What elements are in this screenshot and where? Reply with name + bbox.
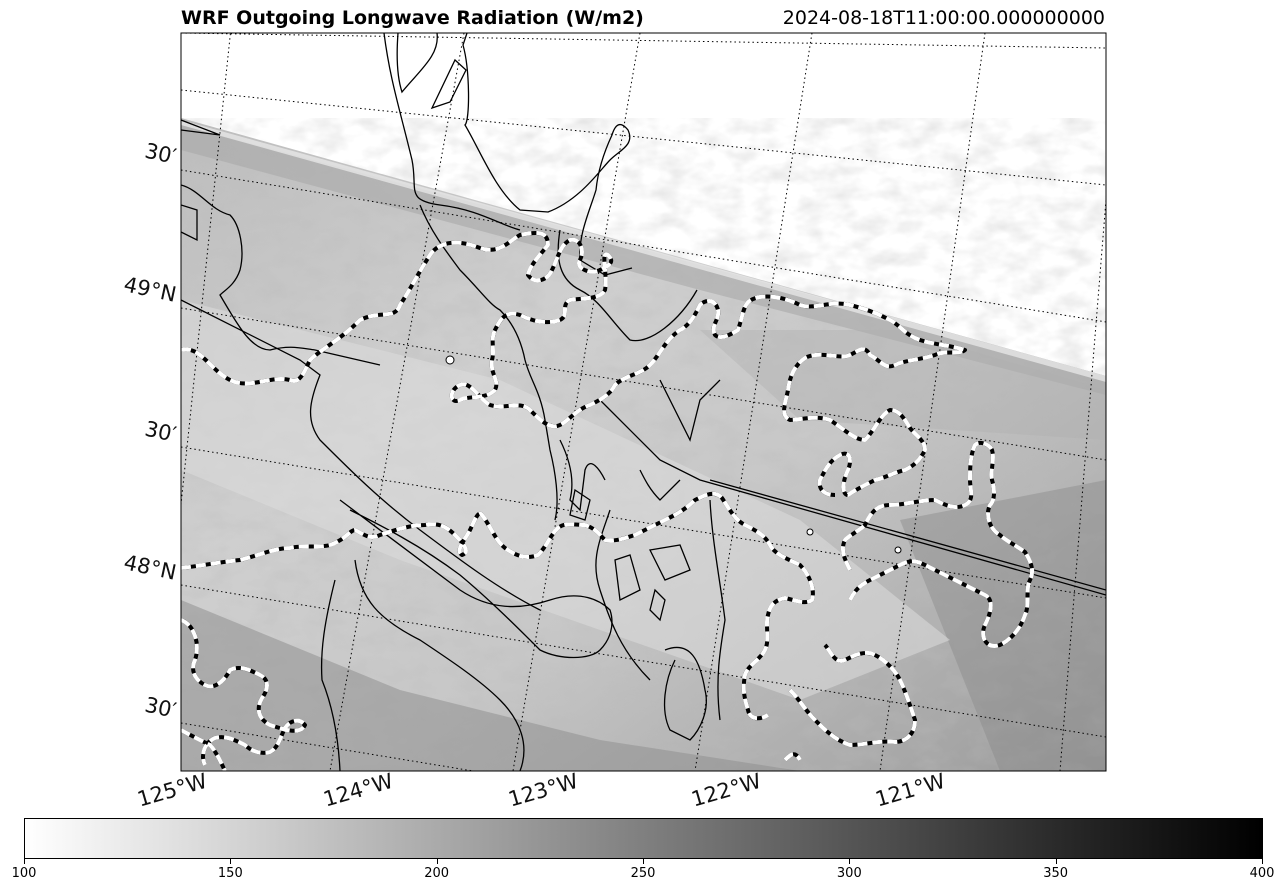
map-frame bbox=[180, 32, 1107, 772]
colorbar bbox=[24, 818, 1263, 859]
colorbar-tick-label: 300 bbox=[836, 866, 862, 881]
contours bbox=[181, 230, 1035, 771]
colorbar-tick bbox=[1055, 859, 1057, 864]
colorbar-tick bbox=[849, 859, 851, 864]
colorbar-tick bbox=[24, 859, 25, 864]
coastlines bbox=[181, 33, 1106, 771]
map-timestamp: 2024-08-18T11:00:00.000000000 bbox=[782, 7, 1105, 29]
colorbar-tick bbox=[643, 859, 644, 864]
graticule bbox=[181, 33, 1106, 771]
colorbar-tick bbox=[436, 859, 438, 864]
olr-field bbox=[181, 33, 1106, 771]
colorbar-tick-label: 350 bbox=[1043, 866, 1069, 881]
colorbar-tick-label: 200 bbox=[424, 866, 450, 881]
map-title: WRF Outgoing Longwave Radiation (W/m2) bbox=[181, 7, 644, 29]
colorbar-tick bbox=[230, 859, 232, 864]
colorbar-tick-label: 100 bbox=[11, 866, 37, 881]
colorbar-tick-label: 400 bbox=[1249, 866, 1275, 881]
colorbar-tick-label: 150 bbox=[217, 866, 243, 881]
colorbar-tick bbox=[1262, 859, 1263, 864]
colorbar-tick-label: 250 bbox=[630, 866, 656, 881]
